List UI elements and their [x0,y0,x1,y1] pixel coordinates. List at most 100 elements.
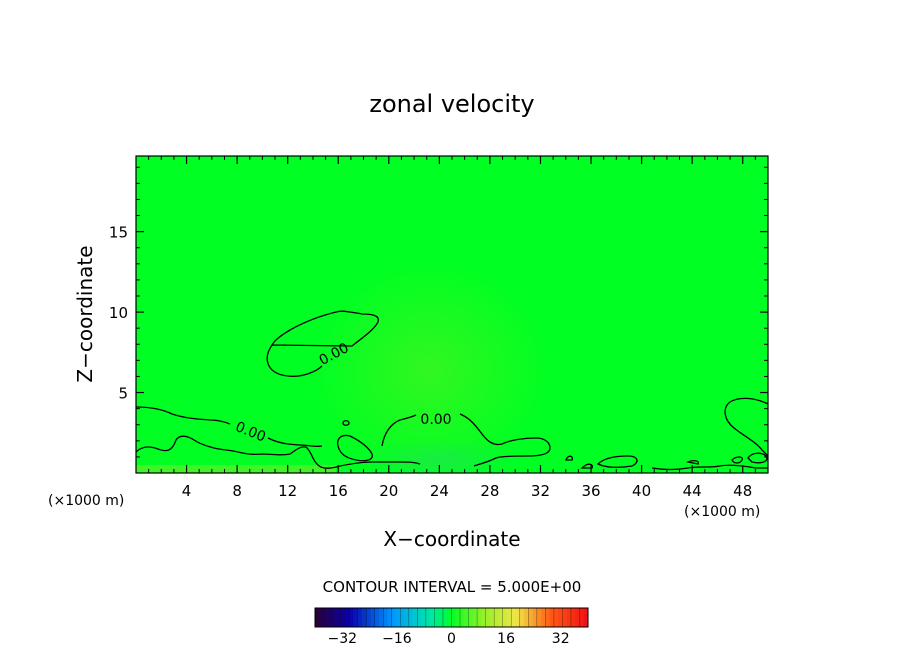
x-tick-label: 44 [683,482,702,500]
x-tick-label: 40 [632,482,651,500]
colorbar-swatch [387,608,393,627]
colorbar: −32 −16 0 16 32 [314,607,589,647]
colorbar-swatch [404,608,410,627]
colorbar-swatch [357,608,363,627]
colorbar-swatch [438,608,444,627]
colorbar-swatch [344,608,350,627]
colorbar-swatch [541,608,546,627]
colorbar-swatch [447,608,452,627]
colorbar-tick-label: 0 [447,631,456,647]
x-tick-label: 20 [379,482,398,500]
colorbar-tick-label: 32 [552,631,570,647]
colorbar-swatch [579,608,585,627]
colorbar-swatch [575,608,580,627]
x-tick-label: 12 [278,482,297,500]
x-unit-label-left: (×1000 m) [48,493,124,509]
colorbar-swatch [370,608,376,627]
colorbar-swatch [353,608,358,627]
y-tick-label: 15 [109,224,128,242]
colorbar-swatch [528,608,533,627]
colorbar-swatch [349,608,354,627]
colorbar-swatch [327,608,333,627]
colorbar-swatch [319,608,324,627]
colorbar-swatch [430,608,435,627]
colorbar-swatch [536,608,542,627]
x-tick-label: 48 [733,482,752,500]
colorbar-swatch [332,608,337,627]
field-shade-positive [310,260,550,473]
colorbar-swatch [396,608,401,627]
colorbar-swatch [374,608,380,627]
x-unit-label-right: (×1000 m) [684,504,760,520]
x-tick-label: 8 [232,482,242,500]
field-surface-band [136,465,336,473]
colorbar-swatch [485,608,491,627]
colorbar-swatch [545,608,550,627]
colorbar-swatch [336,608,341,627]
colorbar-swatch [315,608,320,627]
contour-interval: CONTOUR INTERVAL = 5.000E+00 [323,578,582,596]
contour-surface-left [136,406,323,448]
contour-upper-cell [266,310,380,377]
colorbar-swatch [442,608,448,627]
colorbar-swatch [451,608,457,627]
colorbar-swatch [400,608,405,627]
colorbar-swatch [468,608,474,627]
colorbar-swatch [434,608,440,627]
x-tick-label: 28 [480,482,499,500]
x-tick-label: 36 [581,482,600,500]
colorbar-swatch [583,608,589,627]
colorbar-swatch [558,608,563,627]
colorbar-frame [314,607,589,628]
y-axis: 5 10 15 [109,166,768,458]
x-tick-label: 16 [329,482,348,500]
colorbar-swatch [323,608,329,627]
colorbar-swatch [413,608,418,627]
colorbar-tick-label: 16 [497,631,515,647]
colorbar-swatch [502,608,508,627]
colorbar-swatch [519,608,525,627]
colorbar-swatch [511,608,516,627]
colorbar-swatch [408,608,414,627]
colorbar-swatch [425,608,431,627]
contour-dot [342,420,350,426]
colorbar-swatch [455,608,461,627]
x-tick-label: 24 [430,482,449,500]
colorbar-swatch [421,608,427,627]
y-axis-label: Z−coordinate [73,245,97,382]
x-tick-label: 4 [182,482,192,500]
colorbar-swatch [391,608,397,627]
colorbar-swatch [383,608,388,627]
colorbar-swatch [340,608,346,627]
colorbar-swatch [506,608,512,627]
plot-area: 0.00 0.00 0.00 [135,155,769,474]
colorbar-swatch [366,608,371,627]
colorbar-swatch [566,608,572,627]
chart-title: zonal velocity [369,90,534,118]
contour-label: 0.00 [420,412,451,428]
colorbar-swatch [477,608,482,627]
colorbar-swatch [417,608,422,627]
colorbar-swatch [472,608,478,627]
zero-contours [136,310,768,471]
y-tick-label: 10 [109,304,128,322]
colorbar-swatch [553,608,559,627]
contour-cell-small [336,434,373,462]
colorbar-swatch [378,608,384,627]
colorbar-swatch [515,608,521,627]
colorbar-swatch [460,608,465,627]
x-tick-label: 32 [531,482,550,500]
contour-right-cells [565,452,768,469]
colorbar-swatch [464,608,469,627]
contour-right-edge [651,397,768,471]
contour-surface-mid [136,435,341,469]
x-axis: 4 8 12 16 20 24 28 32 36 40 44 48 [148,156,756,500]
colorbar-swatch [570,608,576,627]
y-tick-label: 5 [118,385,128,403]
colorbar-swatch [562,608,567,627]
contour-center [339,413,551,467]
colorbar-tick-label: −16 [382,631,412,647]
colorbar-tick-label: −32 [328,631,358,647]
colorbar-swatch [498,608,503,627]
